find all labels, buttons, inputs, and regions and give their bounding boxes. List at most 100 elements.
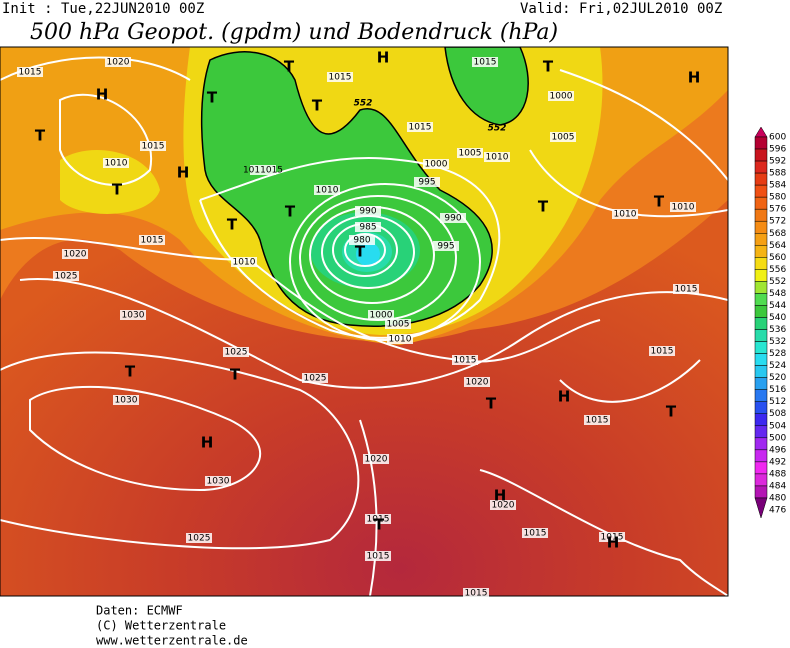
isobar-label: 1005 bbox=[459, 149, 482, 159]
colorbar-label: 568 bbox=[769, 229, 786, 239]
isobar-label: 1015 bbox=[367, 552, 390, 562]
pressure-system: H bbox=[494, 487, 507, 505]
colorbar-label: 572 bbox=[769, 217, 786, 227]
colorbar-label: 508 bbox=[769, 409, 786, 419]
isobar-label: 1015 bbox=[367, 515, 390, 525]
pressure-system: T bbox=[230, 366, 241, 384]
isobar-label-bg bbox=[368, 310, 394, 320]
colorbar-cell bbox=[754, 389, 768, 402]
pressure-system: T bbox=[207, 89, 218, 107]
isobar-label-bg bbox=[327, 72, 353, 82]
isobar-label-bg bbox=[314, 185, 340, 195]
isobar-label: 1015 bbox=[454, 356, 477, 366]
map-frame bbox=[0, 46, 729, 597]
pressure-system: H bbox=[607, 534, 620, 552]
isobar-label: 1025 bbox=[225, 348, 248, 358]
isobar-label: 990 bbox=[444, 214, 461, 224]
isobar-label-bg bbox=[62, 249, 88, 259]
cyan-core bbox=[356, 242, 380, 266]
pressure-system: T bbox=[654, 193, 665, 211]
geopotential-label: 552 bbox=[488, 124, 507, 134]
isobar-label-bg bbox=[17, 67, 43, 77]
pressure-system: H bbox=[201, 434, 214, 452]
isobar-label: 1000 bbox=[425, 160, 448, 170]
isobar-label: 1015 bbox=[142, 142, 165, 152]
colorbar-label: 544 bbox=[769, 301, 786, 311]
pressure-system: T bbox=[284, 58, 295, 76]
colorbar-label: 496 bbox=[769, 445, 786, 455]
colorbar-label: 492 bbox=[769, 457, 786, 467]
isobar-label-bg bbox=[673, 284, 699, 294]
isobar-label-bg bbox=[423, 159, 449, 169]
map-labels: 1015 1020 1015 1010 1011015 1010 1015 1020 1025 1… bbox=[17, 49, 700, 599]
colorbar-label: 548 bbox=[769, 289, 786, 299]
colorbar-label: 476 bbox=[769, 506, 786, 516]
isobar-label: 1015 bbox=[141, 236, 164, 246]
isobar-label: 1015 bbox=[524, 529, 547, 539]
isobar-label-bg bbox=[472, 57, 498, 67]
isobars bbox=[0, 56, 728, 596]
isobar-label-bg bbox=[414, 177, 440, 187]
isobar-label: 1025 bbox=[55, 272, 78, 282]
isobar-label-bg bbox=[548, 91, 574, 101]
map-title: 500 hPa Geopot. (gpdm) und Bodendruck (h… bbox=[30, 20, 558, 45]
colorbar-label: 504 bbox=[769, 421, 786, 431]
isobar-label: 1010 bbox=[486, 153, 509, 163]
colorbar-cell bbox=[754, 269, 768, 282]
isobar-label: 1011015 bbox=[243, 166, 283, 176]
colorbar-cell bbox=[754, 220, 768, 234]
colorbar-label: 500 bbox=[769, 433, 786, 443]
isobar-label: 1010 bbox=[389, 335, 412, 345]
colorbar-label: 512 bbox=[769, 397, 786, 407]
yellow-zone bbox=[60, 150, 160, 214]
init-time: Init : Tue,22JUN2010 00Z bbox=[2, 1, 204, 17]
isobar-label: 1015 bbox=[329, 73, 352, 83]
pressure-system: T bbox=[35, 127, 46, 145]
isobar-label: 1010 bbox=[672, 203, 695, 213]
map-area bbox=[0, 47, 728, 596]
colorbar-label: 524 bbox=[769, 361, 786, 371]
isobar-label-bg bbox=[355, 206, 381, 216]
colorbar-label: 580 bbox=[769, 193, 786, 203]
isobar-label-bg bbox=[113, 395, 139, 405]
isobar-label: 1005 bbox=[552, 133, 575, 143]
isobar-label-bg bbox=[365, 514, 391, 524]
colorbar-cell bbox=[754, 437, 768, 451]
pressure-system: T bbox=[227, 216, 238, 234]
colorbar-cell bbox=[754, 281, 768, 294]
pressure-system: H bbox=[96, 86, 109, 104]
colorbar-cell bbox=[754, 449, 768, 463]
isobar-label: 1010 bbox=[105, 159, 128, 169]
isobar-label-bg bbox=[365, 551, 391, 561]
green-zone bbox=[201, 51, 493, 327]
colorbar-cell bbox=[754, 425, 768, 439]
pressure-system: T bbox=[538, 198, 549, 216]
isobar-label: 1015 bbox=[474, 58, 497, 68]
colorbar-cell bbox=[754, 172, 768, 186]
footer-line: Daten: ECMWF bbox=[96, 604, 183, 618]
isobar-label: 1015 bbox=[409, 123, 432, 133]
isobar-label-bg bbox=[670, 202, 696, 212]
isobar-label-bg bbox=[522, 528, 548, 538]
colorbar-cell bbox=[754, 317, 768, 330]
pressure-system: T bbox=[125, 363, 136, 381]
pressure-system: H bbox=[558, 388, 571, 406]
isobar-label-bg bbox=[140, 141, 166, 151]
isobar-label: 1020 bbox=[492, 501, 515, 511]
colorbar-label: 576 bbox=[769, 205, 786, 215]
colorbar-cell bbox=[754, 148, 768, 162]
isobar-label: 1015 bbox=[586, 416, 609, 426]
colorbar-cell bbox=[754, 353, 768, 366]
isobar-label-bg bbox=[103, 158, 129, 168]
colorbar-label: 488 bbox=[769, 469, 786, 479]
colorbar-cell bbox=[754, 196, 768, 210]
colorbar-label: 516 bbox=[769, 385, 786, 395]
isobar-label: 1005 bbox=[387, 320, 410, 330]
isobar-label: 995 bbox=[437, 242, 454, 252]
isobar-label: 1015 bbox=[19, 68, 42, 78]
isobar-label: 1020 bbox=[365, 455, 388, 465]
colorbar-label: 556 bbox=[769, 265, 786, 275]
isobar-label: 985 bbox=[359, 223, 376, 233]
isobar-label-bg bbox=[584, 415, 610, 425]
